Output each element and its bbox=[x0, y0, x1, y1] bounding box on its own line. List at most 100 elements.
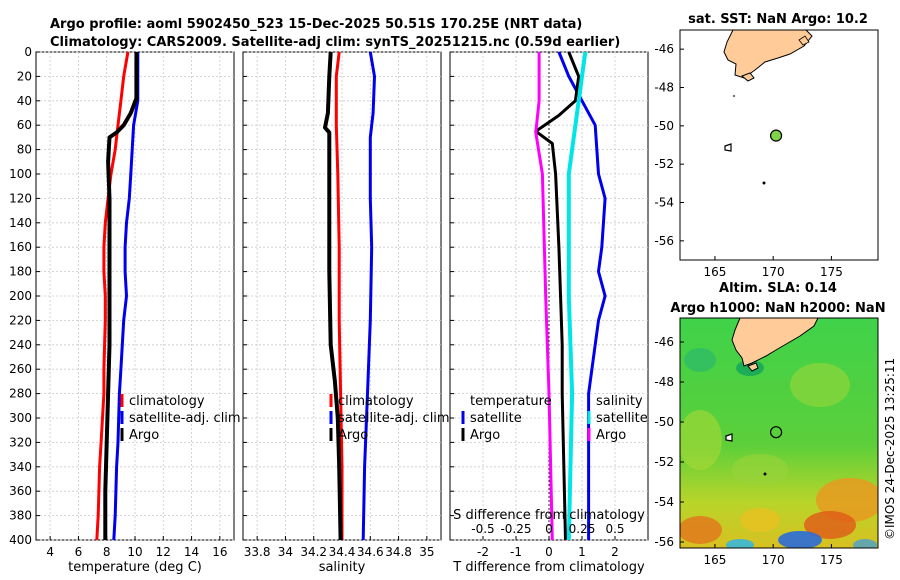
legend-label-argo-t: Argo bbox=[470, 428, 500, 443]
argo-location-marker bbox=[769, 129, 783, 142]
x-tick-label: 34.6 bbox=[357, 545, 384, 559]
sla-map-frame bbox=[679, 317, 879, 549]
map-x-tick-label: 165 bbox=[703, 553, 726, 567]
y-tick-label: 220 bbox=[9, 313, 32, 327]
s-tick-label: 0 bbox=[545, 522, 553, 536]
s-difference-ticks: -0.5 -0.25 0 0.25 0.5 bbox=[471, 522, 624, 536]
series-argo bbox=[103, 52, 139, 540]
map-y-tick-label: -46 bbox=[654, 335, 674, 349]
salinity-series bbox=[323, 51, 376, 541]
difference-panel: -2 -1 0 1 2 temperature satellite Argo salin… bbox=[449, 51, 649, 575]
sla-map-axes: 165 170 175 -46 -48 -50 -52 -54 -56 bbox=[654, 335, 842, 567]
y-tick-label: 140 bbox=[9, 216, 32, 230]
x-tick-label: 34.4 bbox=[329, 545, 356, 559]
x-tick-label: 4 bbox=[46, 545, 54, 559]
y-tick-label: 340 bbox=[9, 460, 32, 474]
x-tick-label: 10 bbox=[127, 545, 142, 559]
land-auckland-islands bbox=[725, 433, 733, 442]
sla-map-panel: Altim. SLA: 0.14 Argo h1000: NaN h2000: … bbox=[654, 281, 885, 567]
difference-grid: -2 -1 0 1 2 bbox=[450, 51, 648, 559]
sla-map-title-line1: Altim. SLA: 0.14 bbox=[719, 281, 837, 296]
y-tick-label: 180 bbox=[9, 265, 32, 279]
map-y-tick-label: -50 bbox=[654, 119, 674, 133]
map-y-tick-label: -56 bbox=[654, 234, 674, 248]
sst-map-background bbox=[680, 30, 878, 260]
temperature-series bbox=[95, 51, 140, 541]
salinity-panel: 33.8 34 34.2 34.4 34.6 34.8 35 climatology sat… bbox=[242, 51, 450, 575]
land-snares bbox=[733, 95, 735, 97]
temperature-grid: 4 6 8 10 12 14 1602040608010012014016018020022… bbox=[9, 45, 234, 559]
x-tick-label: 16 bbox=[212, 545, 227, 559]
salinity-xlabel: salinity bbox=[319, 560, 366, 575]
x-tick-label: 8 bbox=[103, 545, 111, 559]
series-satellite-adj-clim bbox=[361, 51, 376, 541]
series-satellite-adj-clim bbox=[112, 52, 140, 541]
sst-map-axes: 165 170 175 -46 -48 -50 -52 -54 -56 bbox=[654, 42, 842, 279]
difference-series bbox=[534, 51, 607, 541]
figure-title-line2: Climatology: CARS2009. Satellite-adj cli… bbox=[50, 35, 620, 50]
x-tick-label: 34.2 bbox=[300, 545, 327, 559]
y-tick-label: 280 bbox=[9, 387, 32, 401]
land-campbell-island bbox=[762, 181, 766, 185]
legend-title-salinity: salinity bbox=[596, 394, 643, 409]
map-x-tick-label: 175 bbox=[820, 553, 843, 567]
legend-label-satellite: satellite-adj. clim bbox=[129, 411, 241, 426]
y-tick-label: 300 bbox=[9, 411, 32, 425]
difference-legend-salinity: salinity satellite Argo bbox=[587, 394, 648, 443]
x-tick-label: 34 bbox=[278, 545, 293, 559]
x-tick-label: 12 bbox=[156, 545, 171, 559]
y-tick-label: 200 bbox=[9, 289, 32, 303]
y-tick-label: 400 bbox=[9, 533, 32, 547]
land-islet bbox=[798, 35, 810, 46]
temperature-panel: 4 6 8 10 12 14 1602040608010012014016018020022… bbox=[9, 45, 241, 575]
t-difference-xlabel: T difference from climatology bbox=[452, 560, 645, 575]
x-tick-label: 34.8 bbox=[385, 545, 412, 559]
s-tick-label: -0.5 bbox=[471, 522, 494, 536]
series-climatology bbox=[95, 51, 130, 541]
land-new-zealand bbox=[723, 29, 813, 79]
y-tick-label: 120 bbox=[9, 191, 32, 205]
argo-location-marker bbox=[769, 426, 783, 439]
y-tick-label: 100 bbox=[9, 167, 32, 181]
map-x-tick-label: 175 bbox=[820, 265, 843, 279]
land-stewart-island bbox=[741, 72, 755, 82]
sst-map-title: sat. SST: NaN Argo: 10.2 bbox=[688, 12, 868, 27]
legend-label-argo-s: Argo bbox=[596, 428, 626, 443]
map-y-tick-label: -46 bbox=[654, 42, 674, 56]
x-tick-label: 33.8 bbox=[244, 545, 271, 559]
map-y-tick-label: -54 bbox=[654, 196, 674, 210]
figure-title-line1: Argo profile: aoml 5902450_523 15-Dec-20… bbox=[50, 17, 582, 32]
temperature-xlabel: temperature (deg C) bbox=[68, 560, 202, 575]
y-tick-label: 240 bbox=[9, 338, 32, 352]
sla-map-title-line2: Argo h1000: NaN h2000: NaN bbox=[670, 301, 885, 316]
y-tick-label: 80 bbox=[17, 143, 32, 157]
sla-heatmap bbox=[680, 318, 878, 548]
y-tick-label: 20 bbox=[17, 69, 32, 83]
map-y-tick-label: -54 bbox=[654, 495, 674, 509]
map-y-tick-label: -50 bbox=[654, 415, 674, 429]
series-satellite-s bbox=[566, 51, 588, 541]
x-tick-label: 14 bbox=[184, 545, 199, 559]
land-campbell-island bbox=[763, 472, 767, 476]
sst-map-frame bbox=[679, 29, 879, 261]
s-tick-label: -0.25 bbox=[500, 522, 531, 536]
series-argo-s bbox=[534, 52, 554, 541]
legend-label-climatology: climatology bbox=[129, 394, 205, 409]
map-y-tick-label: -52 bbox=[654, 455, 674, 469]
y-tick-label: 260 bbox=[9, 362, 32, 376]
x-tick-label: 6 bbox=[75, 545, 83, 559]
map-y-tick-label: -48 bbox=[654, 375, 674, 389]
series-climatology bbox=[334, 51, 344, 540]
legend-label-climatology: climatology bbox=[338, 394, 414, 409]
map-x-tick-label: 170 bbox=[762, 553, 785, 567]
sst-map-panel: sat. SST: NaN Argo: 10.2 165 170 175 -46 -48… bbox=[654, 12, 879, 279]
land-new-zealand bbox=[731, 317, 819, 367]
land-auckland-islands bbox=[724, 143, 732, 152]
s-tick-label: 0.5 bbox=[605, 522, 624, 536]
map-y-tick-label: -48 bbox=[654, 81, 674, 95]
legend-label-satellite-t: satellite bbox=[470, 411, 522, 426]
series-argo-t bbox=[534, 51, 581, 541]
y-tick-label: 320 bbox=[9, 435, 32, 449]
x-tick-label: -1 bbox=[510, 545, 522, 559]
